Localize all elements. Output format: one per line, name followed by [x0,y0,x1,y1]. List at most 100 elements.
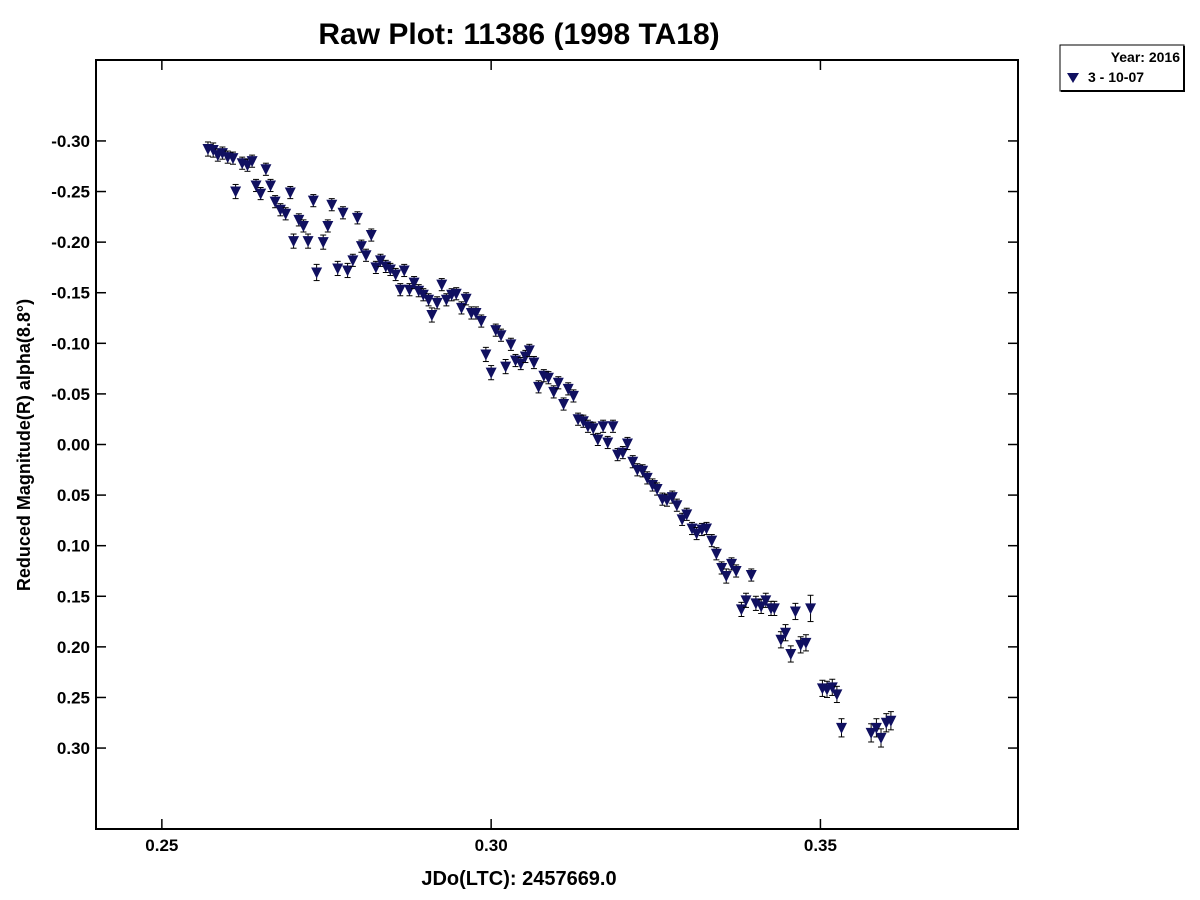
y-tick-label: 0.20 [57,638,90,657]
triangle-marker [311,267,323,279]
triangle-marker [317,237,329,249]
triangle-marker [342,265,354,277]
triangle-marker [720,571,732,583]
data-point [297,219,309,233]
x-axis-label: JDo(LTC): 2457669.0 [421,868,616,890]
data-point [293,213,305,227]
data-point [394,283,406,297]
triangle-marker [250,180,262,192]
data-point [460,292,472,306]
data-point [592,432,604,447]
triangle-marker [332,263,344,275]
triangle-marker [602,437,614,449]
y-tick-label: -0.25 [51,183,90,202]
triangle-marker [558,399,570,411]
data-point [246,154,258,168]
triangle-marker [607,421,619,433]
y-tick-label: 0.05 [57,486,90,505]
triangle-marker [423,294,435,306]
data-point [480,346,492,363]
y-tick-label: 0.10 [57,537,90,556]
data-point [284,185,296,200]
triangle-marker [745,570,757,582]
data-point [602,435,614,450]
triangle-marker [307,195,319,207]
data-point [302,233,314,249]
triangle-marker [706,535,718,547]
y-tick-label: -0.30 [51,132,90,151]
triangle-marker [260,164,272,176]
triangle-marker [865,727,877,739]
data-point [515,356,527,371]
triangle-marker [597,421,609,433]
y-tick-label: 0.30 [57,739,90,758]
data-point [505,337,517,351]
triangle-marker [735,604,747,616]
data-point [700,521,712,536]
triangle-marker [255,188,267,200]
data-point [332,260,344,277]
triangle-marker [676,514,688,526]
triangle-marker [592,434,604,446]
data-point [552,376,564,390]
data-point [230,183,242,200]
data-point [865,723,877,743]
triangle-marker [460,293,472,305]
legend-marker-icon [1067,73,1079,83]
data-point [676,512,688,526]
data-point [317,234,329,250]
triangle-marker [440,294,452,306]
triangle-marker [870,722,882,734]
data-point [260,162,272,176]
data-point [255,186,267,201]
data-point [755,598,767,614]
data-point [423,293,435,307]
data-point [800,634,812,652]
triangle-marker [789,606,801,618]
data-point [789,602,801,621]
triangle-marker [436,279,448,291]
triangle-marker [475,316,487,328]
triangle-marker [875,732,887,744]
data-point [548,385,560,399]
data-point [621,436,633,451]
y-axis-label: Reduced Magnitude(R) alpha(8.8°) [14,299,34,591]
triangle-marker [785,648,797,660]
y-tick-label: -0.20 [51,233,90,252]
data-point [485,365,497,381]
data-point [885,711,897,731]
triangle-marker [691,528,703,540]
triangle-marker [284,187,296,199]
triangle-marker [831,689,843,701]
triangle-marker [431,297,443,309]
triangle-marker [826,682,838,694]
triangle-marker [408,277,420,289]
data-point [227,151,239,165]
data-point [342,262,354,279]
triangle-marker [710,548,722,560]
triangle-marker [337,207,349,219]
triangle-marker [297,220,309,232]
triangle-marker [567,390,579,402]
triangle-marker [394,284,406,296]
data-point [500,359,512,375]
triangle-marker [360,250,372,262]
data-point [720,568,732,584]
triangle-marker [380,261,392,273]
data-point [280,207,292,221]
x-tick-label: 0.25 [145,836,178,855]
triangle-marker [726,558,738,570]
triangle-marker [671,500,683,512]
triangle-marker [485,367,497,379]
data-point [288,233,300,249]
data-point [322,219,334,233]
triangle-marker [637,465,649,477]
data-point [805,594,817,623]
triangle-marker [505,339,517,351]
data-point [533,380,545,394]
triangle-marker [775,634,787,646]
data-point [607,419,619,433]
data-point [617,446,629,460]
triangle-marker [293,214,305,226]
triangle-marker [621,438,633,450]
